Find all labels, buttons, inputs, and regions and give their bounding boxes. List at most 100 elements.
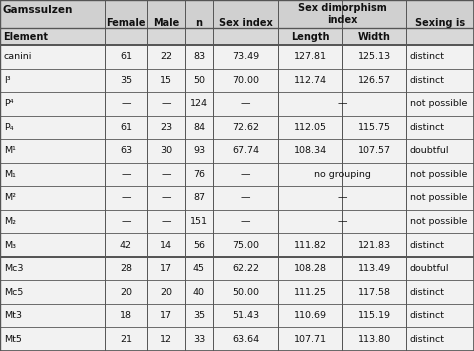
- Text: 42: 42: [120, 240, 132, 250]
- Bar: [0, 210, 474, 233]
- Text: Sexing is: Sexing is: [415, 18, 465, 27]
- Text: 117.58: 117.58: [357, 288, 391, 297]
- Bar: [0, 0, 474, 28]
- Text: —: —: [241, 193, 250, 203]
- Text: 111.25: 111.25: [293, 288, 327, 297]
- Text: P₄: P₄: [4, 123, 13, 132]
- Text: canini: canini: [4, 52, 32, 61]
- Text: doubtful: doubtful: [410, 146, 449, 155]
- Text: distinct: distinct: [410, 123, 445, 132]
- Text: Element: Element: [3, 32, 48, 41]
- Bar: [0, 115, 474, 139]
- Text: n: n: [195, 18, 202, 27]
- Text: 113.49: 113.49: [357, 264, 391, 273]
- Text: 35: 35: [120, 76, 132, 85]
- Bar: [0, 92, 474, 115]
- Text: I³: I³: [4, 76, 10, 85]
- Text: Mt3: Mt3: [4, 311, 22, 320]
- Text: 28: 28: [120, 264, 132, 273]
- Text: Gamssulzen: Gamssulzen: [3, 5, 73, 15]
- Text: 35: 35: [193, 311, 205, 320]
- Text: Mt5: Mt5: [4, 335, 22, 344]
- Text: 18: 18: [120, 311, 132, 320]
- Text: 67.74: 67.74: [232, 146, 259, 155]
- Text: M₃: M₃: [4, 240, 16, 250]
- Text: —: —: [241, 99, 250, 108]
- Text: Length: Length: [291, 32, 329, 41]
- Text: M₁: M₁: [4, 170, 16, 179]
- Bar: [0, 186, 474, 210]
- Text: 15: 15: [160, 76, 172, 85]
- Text: —: —: [161, 99, 171, 108]
- Text: 111.82: 111.82: [293, 240, 327, 250]
- Text: 108.28: 108.28: [293, 264, 327, 273]
- Bar: [0, 68, 474, 92]
- Text: distinct: distinct: [410, 76, 445, 85]
- Text: 40: 40: [193, 288, 205, 297]
- Text: not possible: not possible: [410, 217, 467, 226]
- Text: 113.80: 113.80: [357, 335, 391, 344]
- Text: Male: Male: [153, 18, 179, 27]
- Text: Width: Width: [357, 32, 391, 41]
- Text: no grouping: no grouping: [314, 170, 371, 179]
- Text: P⁴: P⁴: [4, 99, 13, 108]
- Text: 127.81: 127.81: [293, 52, 327, 61]
- Text: Sex index: Sex index: [219, 18, 273, 27]
- Text: 17: 17: [160, 311, 172, 320]
- Text: M₂: M₂: [4, 217, 16, 226]
- Text: not possible: not possible: [410, 170, 467, 179]
- Text: 107.71: 107.71: [293, 335, 327, 344]
- Text: 125.13: 125.13: [357, 52, 391, 61]
- Text: —: —: [241, 170, 250, 179]
- Text: 93: 93: [193, 146, 205, 155]
- Text: 87: 87: [193, 193, 205, 203]
- Bar: [0, 233, 474, 257]
- Text: —: —: [121, 193, 131, 203]
- Text: —: —: [121, 99, 131, 108]
- Text: 121.83: 121.83: [357, 240, 391, 250]
- Text: 20: 20: [160, 288, 172, 297]
- Text: doubtful: doubtful: [410, 264, 449, 273]
- Text: —: —: [337, 193, 347, 203]
- Text: 63.64: 63.64: [232, 335, 259, 344]
- Text: 30: 30: [160, 146, 172, 155]
- Text: Female: Female: [106, 18, 146, 27]
- Text: —: —: [161, 170, 171, 179]
- Text: 83: 83: [193, 52, 205, 61]
- Text: 51.43: 51.43: [232, 311, 259, 320]
- Text: distinct: distinct: [410, 311, 445, 320]
- Text: —: —: [241, 217, 250, 226]
- Text: 23: 23: [160, 123, 172, 132]
- Bar: [0, 257, 474, 280]
- Text: 76: 76: [193, 170, 205, 179]
- Text: 124: 124: [190, 99, 208, 108]
- Text: 112.05: 112.05: [293, 123, 327, 132]
- Text: Sex dimorphism
index: Sex dimorphism index: [298, 3, 386, 25]
- Text: 70.00: 70.00: [232, 76, 259, 85]
- Text: Mc3: Mc3: [4, 264, 24, 273]
- Bar: [0, 280, 474, 304]
- Text: 73.49: 73.49: [232, 52, 259, 61]
- Text: distinct: distinct: [410, 335, 445, 344]
- Bar: [0, 28, 474, 45]
- Text: M¹: M¹: [4, 146, 16, 155]
- Text: 45: 45: [193, 264, 205, 273]
- Text: 50: 50: [193, 76, 205, 85]
- Text: 115.19: 115.19: [357, 311, 391, 320]
- Text: —: —: [337, 99, 347, 108]
- Text: 72.62: 72.62: [232, 123, 259, 132]
- Text: 17: 17: [160, 264, 172, 273]
- Text: 33: 33: [193, 335, 205, 344]
- Text: 108.34: 108.34: [293, 146, 327, 155]
- Text: 22: 22: [160, 52, 172, 61]
- Text: 126.57: 126.57: [357, 76, 391, 85]
- Text: distinct: distinct: [410, 288, 445, 297]
- Text: —: —: [121, 217, 131, 226]
- Text: 14: 14: [160, 240, 172, 250]
- Text: M²: M²: [4, 193, 16, 203]
- Text: 56: 56: [193, 240, 205, 250]
- Bar: [0, 45, 474, 68]
- Text: 20: 20: [120, 288, 132, 297]
- Text: distinct: distinct: [410, 240, 445, 250]
- Text: 75.00: 75.00: [232, 240, 259, 250]
